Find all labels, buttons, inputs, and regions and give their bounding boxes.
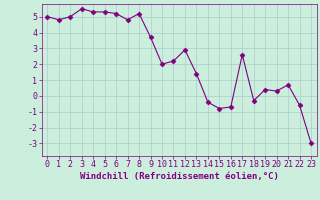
X-axis label: Windchill (Refroidissement éolien,°C): Windchill (Refroidissement éolien,°C) [80,172,279,181]
